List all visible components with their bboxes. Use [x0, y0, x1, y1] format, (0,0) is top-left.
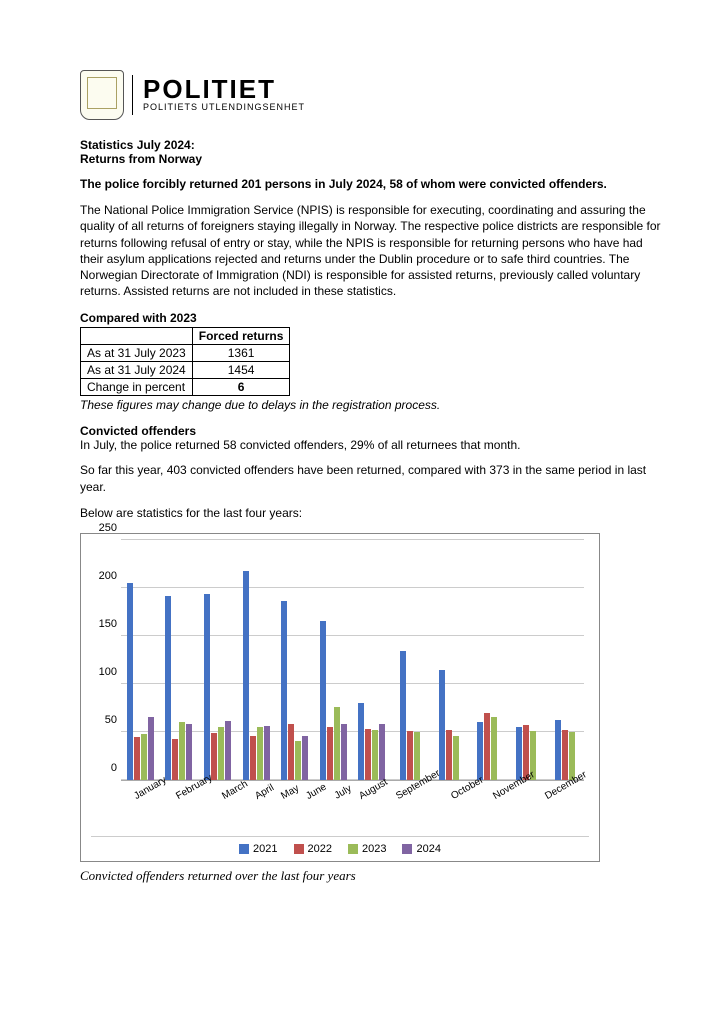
month-group [430, 670, 469, 779]
bar [225, 721, 231, 780]
convicted-title: Convicted offenders [80, 424, 665, 438]
bar [165, 596, 171, 780]
bar [341, 724, 347, 780]
convicted-p3: Below are statistics for the last four y… [80, 505, 665, 521]
table-cell: As at 31 July 2023 [81, 345, 193, 362]
shield-icon [80, 70, 124, 120]
logo-text: POLITIET POLITIETS UTLENDINGSENHET [143, 78, 305, 111]
logo: POLITIET POLITIETS UTLENDINGSENHET [80, 70, 665, 120]
y-tick-label: 0 [91, 762, 117, 774]
table-row: As at 31 July 2023 1361 [81, 345, 290, 362]
bar [358, 703, 364, 780]
table-header-blank [81, 328, 193, 345]
compare-note: These figures may change due to delays i… [80, 398, 665, 412]
table-cell: As at 31 July 2024 [81, 362, 193, 379]
chart-plot-area: 050100150200250 [121, 540, 584, 781]
table-row: As at 31 July 2024 1454 [81, 362, 290, 379]
doc-title-line2: Returns from Norway [80, 152, 665, 166]
bar [127, 583, 133, 780]
month-group [275, 601, 314, 780]
legend-item: 2023 [348, 843, 386, 855]
bar [302, 736, 308, 780]
month-group [237, 571, 276, 780]
legend-label: 2022 [308, 843, 332, 855]
bar [400, 651, 406, 780]
bars-row [121, 540, 584, 780]
compare-table: Forced returns As at 31 July 2023 1361 A… [80, 327, 290, 396]
bar [334, 707, 340, 780]
legend-label: 2021 [253, 843, 277, 855]
legend-item: 2024 [402, 843, 440, 855]
legend-item: 2022 [294, 843, 332, 855]
table-row: Change in percent 6 [81, 379, 290, 396]
bar [172, 739, 178, 780]
legend-label: 2024 [416, 843, 440, 855]
bar [281, 601, 287, 780]
bar [446, 730, 452, 780]
legend-swatch [239, 844, 249, 854]
bar [211, 733, 217, 780]
month-group [121, 583, 160, 780]
y-tick-label: 50 [91, 714, 117, 726]
y-tick-label: 200 [91, 570, 117, 582]
convicted-p1: In July, the police returned 58 convicte… [80, 438, 665, 452]
month-group [198, 594, 237, 780]
month-group [314, 621, 353, 779]
bar [257, 727, 263, 780]
bar [491, 717, 497, 780]
bar [320, 621, 326, 779]
bar [439, 670, 445, 779]
bar [250, 736, 256, 780]
compare-title: Compared with 2023 [80, 311, 665, 325]
bar [218, 727, 224, 780]
chart-caption: Convicted offenders returned over the la… [80, 868, 665, 884]
bar [484, 713, 490, 780]
legend-swatch [402, 844, 412, 854]
bar [204, 594, 210, 780]
bar [243, 571, 249, 780]
intro-paragraph: The National Police Immigration Service … [80, 202, 665, 299]
document-page: POLITIET POLITIETS UTLENDINGSENHET Stati… [0, 0, 725, 1024]
y-tick-label: 100 [91, 666, 117, 678]
chart-container: 050100150200250 JanuaryFebruaryMarchApri… [80, 533, 600, 862]
legend-label: 2023 [362, 843, 386, 855]
doc-title-line1: Statistics July 2024: [80, 138, 665, 152]
logo-divider [132, 75, 133, 115]
convicted-p2: So far this year, 403 convicted offender… [80, 462, 665, 494]
table-cell: 6 [192, 379, 290, 396]
table-cell: 1454 [192, 362, 290, 379]
logo-sub: POLITIETS UTLENDINGSENHET [143, 102, 305, 112]
table-cell: Change in percent [81, 379, 193, 396]
legend-swatch [294, 844, 304, 854]
month-group [160, 596, 199, 780]
headline: The police forcibly returned 201 persons… [80, 176, 665, 192]
table-cell: 1361 [192, 345, 290, 362]
legend-item: 2021 [239, 843, 277, 855]
logo-main: POLITIET [143, 78, 305, 101]
table-header-forced: Forced returns [192, 328, 290, 345]
y-tick-label: 150 [91, 618, 117, 630]
bar [295, 741, 301, 779]
chart-xaxis: JanuaryFebruaryMarchAprilMayJuneJulyAugu… [121, 785, 584, 808]
chart-legend: 2021 2022 2023 2024 [91, 836, 589, 857]
bar [327, 727, 333, 780]
y-tick-label: 250 [91, 522, 117, 534]
month-group [352, 703, 391, 780]
legend-swatch [348, 844, 358, 854]
